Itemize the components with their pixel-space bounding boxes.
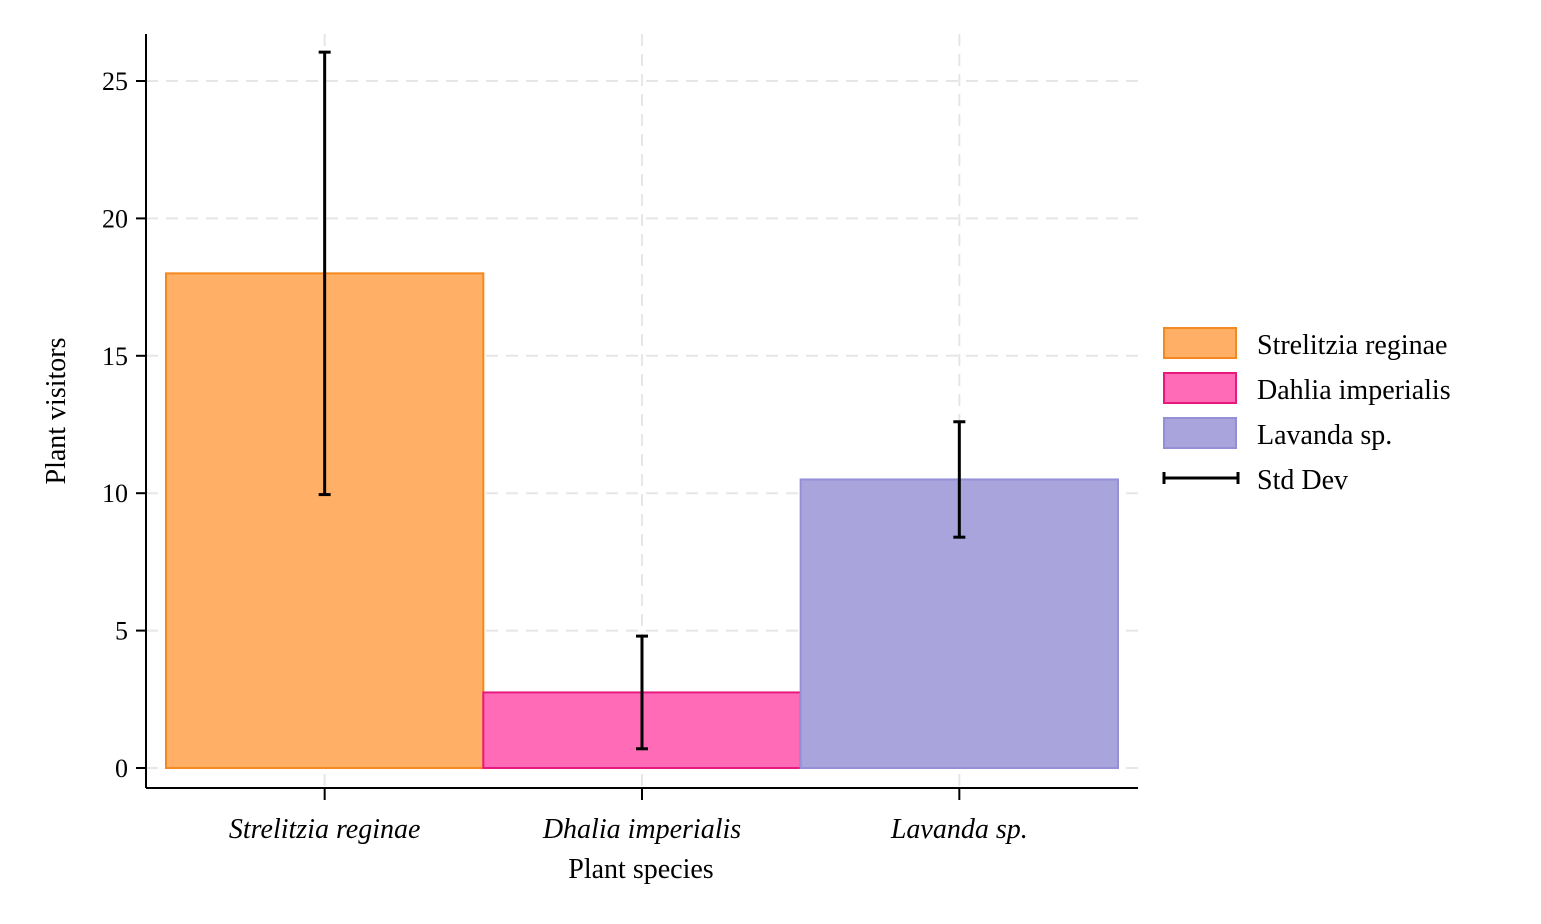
legend-item: Strelitzia reginae xyxy=(1163,327,1447,361)
x-tick-label: Dhalia imperialis xyxy=(542,814,741,845)
error-bars xyxy=(318,50,966,751)
legend-label: Lavanda sp. xyxy=(1257,420,1392,451)
legend-label: Strelitzia reginae xyxy=(1257,330,1447,361)
y-tick-label: 0 xyxy=(115,754,128,783)
bars xyxy=(165,272,1119,769)
legend-swatch xyxy=(1163,417,1237,449)
error-bar xyxy=(953,420,966,539)
y-tick-label: 25 xyxy=(102,67,128,96)
legend-swatch xyxy=(1163,372,1237,404)
legend-item: Lavanda sp. xyxy=(1163,417,1392,451)
y-tick-label: 5 xyxy=(115,617,128,646)
x-ticks: Strelitzia reginae Dhalia imperialis Lavan… xyxy=(229,788,1028,845)
x-tick-label: Lavanda sp. xyxy=(890,814,1028,845)
y-tick-label: 20 xyxy=(102,204,128,233)
y-tick-label: 15 xyxy=(102,342,128,371)
y-tick-label: 10 xyxy=(102,479,128,508)
legend-item-stddev: Std Dev xyxy=(1162,465,1348,496)
x-axis-title: Plant species xyxy=(568,854,713,885)
x-tick-label: Strelitzia reginae xyxy=(229,814,421,845)
legend-swatch xyxy=(1163,327,1237,359)
legend-label: Std Dev xyxy=(1257,465,1348,496)
y-ticks: 0 5 10 15 20 25 xyxy=(102,67,146,783)
error-bar xyxy=(318,50,331,497)
legend: Strelitzia reginae Dahlia imperialis Lavan… xyxy=(1162,327,1451,496)
y-axis-title: Plant visitors xyxy=(41,337,72,484)
legend-label: Dahlia imperialis xyxy=(1257,375,1451,406)
legend-item: Dahlia imperialis xyxy=(1163,372,1451,406)
error-bar xyxy=(635,634,648,751)
